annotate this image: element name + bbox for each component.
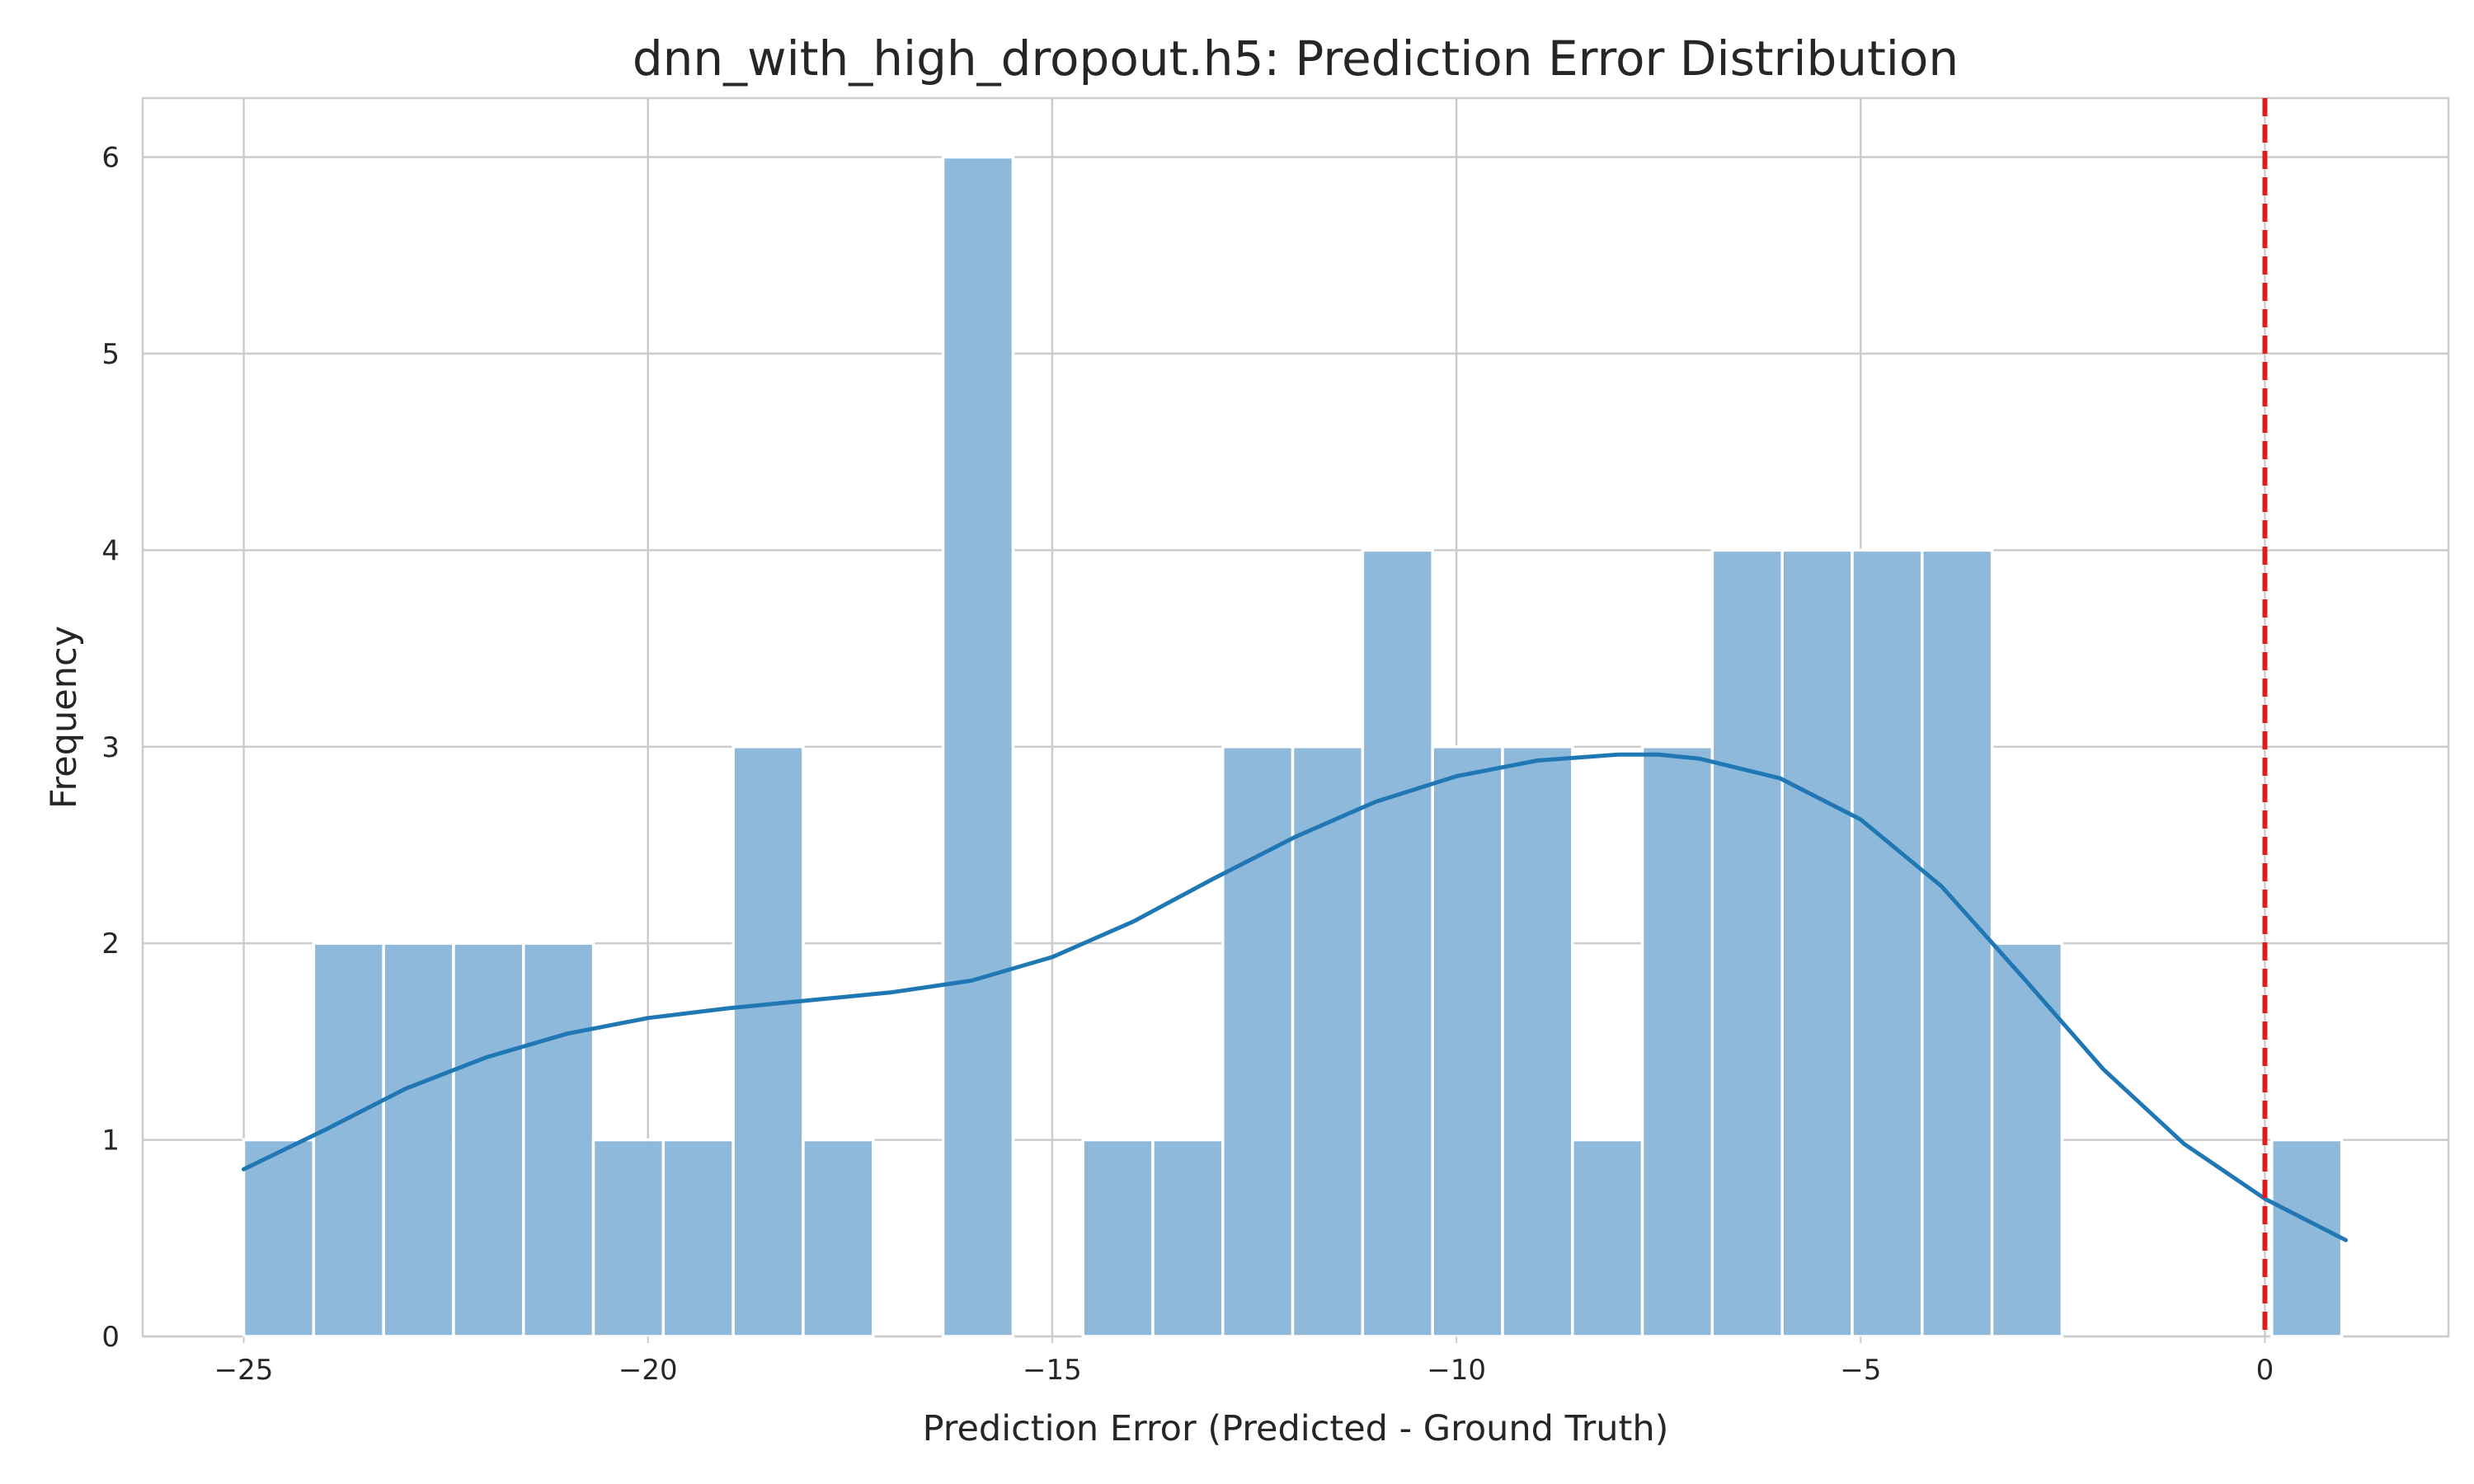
y-axis-label: Frequency bbox=[44, 626, 85, 809]
kde-curve-group bbox=[242, 752, 2348, 1242]
histogram-bar bbox=[802, 1138, 875, 1338]
histogram-bar bbox=[312, 942, 385, 1338]
histogram-bar bbox=[1990, 942, 2064, 1338]
y-tick-label: 4 bbox=[101, 534, 120, 567]
histogram-bar bbox=[1151, 1138, 1225, 1338]
histogram-bar bbox=[452, 942, 525, 1338]
histogram-bar bbox=[382, 942, 455, 1338]
kde-curve bbox=[242, 752, 2348, 1242]
y-tick-label: 3 bbox=[101, 731, 120, 764]
histogram-bar bbox=[242, 1138, 316, 1338]
y-tick-label: 5 bbox=[101, 338, 120, 371]
x-tick-label: −5 bbox=[1840, 1354, 1881, 1387]
histogram-bar bbox=[1291, 745, 1365, 1338]
histogram-bar bbox=[1640, 745, 1714, 1338]
histogram-bar bbox=[1501, 745, 1574, 1338]
histogram-bar bbox=[1221, 745, 1295, 1338]
histogram-bar bbox=[1081, 1138, 1155, 1338]
y-tick-label: 2 bbox=[101, 928, 120, 960]
histogram-bar bbox=[1921, 548, 1994, 1338]
histogram-bar bbox=[1571, 1138, 1644, 1338]
histogram-bar bbox=[1710, 548, 1784, 1338]
histogram-bar bbox=[1361, 548, 1434, 1338]
x-tick-label: −15 bbox=[1023, 1354, 1082, 1387]
x-tick-label: −20 bbox=[618, 1354, 678, 1387]
chart-title: dnn_with_high_dropout.h5: Prediction Err… bbox=[633, 31, 1959, 87]
x-tick-label: −25 bbox=[214, 1354, 274, 1387]
histogram-bar bbox=[2270, 1138, 2344, 1338]
axis-tick-labels: −25 −20 −15 −10 −5 0 0 1 2 3 4 5 6 bbox=[101, 142, 2274, 1387]
x-tick-label: 0 bbox=[2256, 1354, 2274, 1387]
y-tick-label: 6 bbox=[101, 142, 120, 175]
histogram-bar bbox=[1851, 548, 1924, 1338]
y-tick-label: 1 bbox=[101, 1125, 120, 1158]
x-tick-label: −10 bbox=[1427, 1354, 1486, 1387]
histogram-bar bbox=[591, 1138, 666, 1338]
y-tick-label: 0 bbox=[101, 1321, 120, 1354]
x-axis-label: Prediction Error (Predicted - Ground Tru… bbox=[923, 1408, 1669, 1449]
histogram-bar bbox=[522, 942, 595, 1338]
histogram-bar bbox=[731, 745, 805, 1338]
histogram-bar bbox=[941, 155, 1015, 1338]
histogram-bar bbox=[1431, 745, 1504, 1338]
histogram-bar bbox=[661, 1138, 735, 1338]
histogram-bar bbox=[1780, 548, 1854, 1338]
